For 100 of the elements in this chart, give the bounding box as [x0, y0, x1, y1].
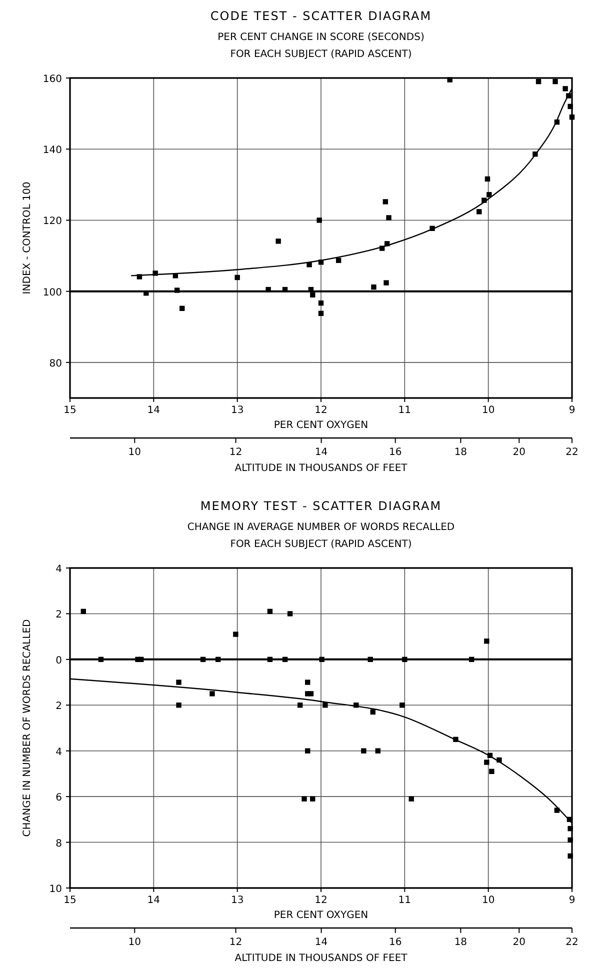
point [282, 656, 288, 662]
point [200, 656, 206, 662]
x2-axis-title: ALTITUDE IN THOUSANDS OF FEET [234, 463, 408, 474]
point [552, 78, 558, 84]
point [384, 280, 389, 286]
point [568, 837, 573, 843]
x-tick-label: 15 [64, 895, 76, 906]
point [310, 292, 316, 298]
x2-tick-label: 14 [314, 447, 328, 458]
point [176, 702, 182, 708]
point [447, 77, 452, 82]
x2-axis-title: ALTITUDE IN THOUSANDS OF FEET [234, 953, 408, 964]
x-tick-label: 13 [230, 895, 244, 906]
point [282, 286, 288, 292]
x-tick-label: 9 [568, 895, 576, 906]
y-tick-label: 2 [56, 610, 62, 621]
point [138, 656, 144, 662]
point [568, 104, 573, 110]
chart-subtitle: CHANGE IN AVERAGE NUMBER OF WORDS RECALLED FOR EACH SUBJECT (RAPID ASCENT) [187, 522, 455, 550]
point [486, 192, 492, 198]
point [302, 796, 307, 802]
point [276, 238, 281, 244]
x2-tick-label: 10 [128, 447, 142, 458]
point [382, 199, 388, 204]
point [318, 310, 324, 316]
y-tick-label: 6 [56, 792, 62, 804]
point [297, 702, 303, 708]
x-tick-label: 12 [314, 895, 328, 906]
point [210, 691, 215, 696]
point [322, 702, 328, 708]
point [536, 78, 542, 84]
point [215, 656, 221, 662]
y-tick-label: 140 [42, 145, 62, 156]
x2-tick-label: 20 [512, 937, 526, 948]
point [319, 656, 324, 662]
point [361, 748, 366, 754]
point [489, 768, 494, 774]
x2-tick-label: 12 [229, 937, 242, 948]
x2-tick-label: 18 [454, 447, 468, 458]
point [371, 284, 376, 290]
y-axis-title: CHANGE IN NUMBER OF WORDS RECALLED [22, 619, 33, 837]
x2-tick-label: 22 [566, 937, 578, 948]
point [318, 300, 324, 306]
x2-tick-label: 12 [229, 447, 242, 458]
x2-tick-label: 14 [314, 937, 328, 948]
x-tick-label: 15 [64, 405, 76, 416]
point [308, 691, 314, 696]
point [484, 760, 490, 765]
point [569, 114, 575, 120]
point [305, 680, 310, 685]
point [176, 680, 182, 685]
y-tick-label: 8 [56, 838, 62, 850]
y-tick-label: 120 [42, 216, 62, 228]
x2-tick-label: 10 [128, 937, 142, 948]
x-tick-label: 9 [568, 405, 576, 416]
point [568, 826, 573, 832]
point [484, 176, 490, 182]
chart-title: CODE TEST - SCATTER DIAGRAM [210, 9, 432, 23]
x-tick-label: 11 [398, 405, 412, 416]
x-tick-label: 13 [230, 405, 244, 416]
y-tick-label: 100 [42, 287, 62, 298]
y-tick-label: 4 [56, 746, 62, 758]
point [233, 632, 238, 637]
point [306, 262, 312, 268]
chart-subtitle: PER CENT CHANGE IN SCORE (SECONDS) FOR EACH SUBJECT (RAPID ASCENT) [218, 32, 424, 60]
x-tick-label: 11 [398, 895, 412, 906]
point [476, 209, 482, 214]
point [316, 218, 322, 223]
y-tick-label: 80 [49, 358, 62, 370]
point [484, 638, 490, 644]
x2-tick-label: 16 [388, 937, 402, 948]
point [287, 611, 293, 616]
point [310, 796, 316, 802]
point [370, 709, 376, 715]
point [234, 274, 240, 280]
x-tick-label: 14 [147, 895, 160, 906]
point [305, 748, 310, 754]
point [568, 853, 573, 859]
point [267, 656, 273, 662]
point [267, 608, 273, 614]
point [402, 656, 408, 662]
point [400, 702, 405, 708]
point [266, 286, 271, 292]
x-axis-title: PER CENT OXYGEN [274, 420, 368, 431]
point [562, 86, 568, 92]
y-tick-label: 10 [49, 884, 62, 895]
y-tick-label: 2 [56, 701, 62, 712]
x-tick-label: 14 [147, 405, 160, 416]
point [98, 656, 104, 662]
y-tick-label: 160 [42, 74, 62, 85]
point [375, 748, 380, 754]
y-tick-label: 4 [56, 564, 62, 575]
point [308, 286, 314, 292]
point [336, 258, 342, 263]
point [368, 656, 373, 662]
x2-tick-label: 18 [454, 937, 468, 948]
x2-tick-label: 16 [388, 447, 402, 458]
x2-tick-label: 20 [512, 447, 526, 458]
point [469, 656, 474, 662]
point [174, 288, 180, 293]
